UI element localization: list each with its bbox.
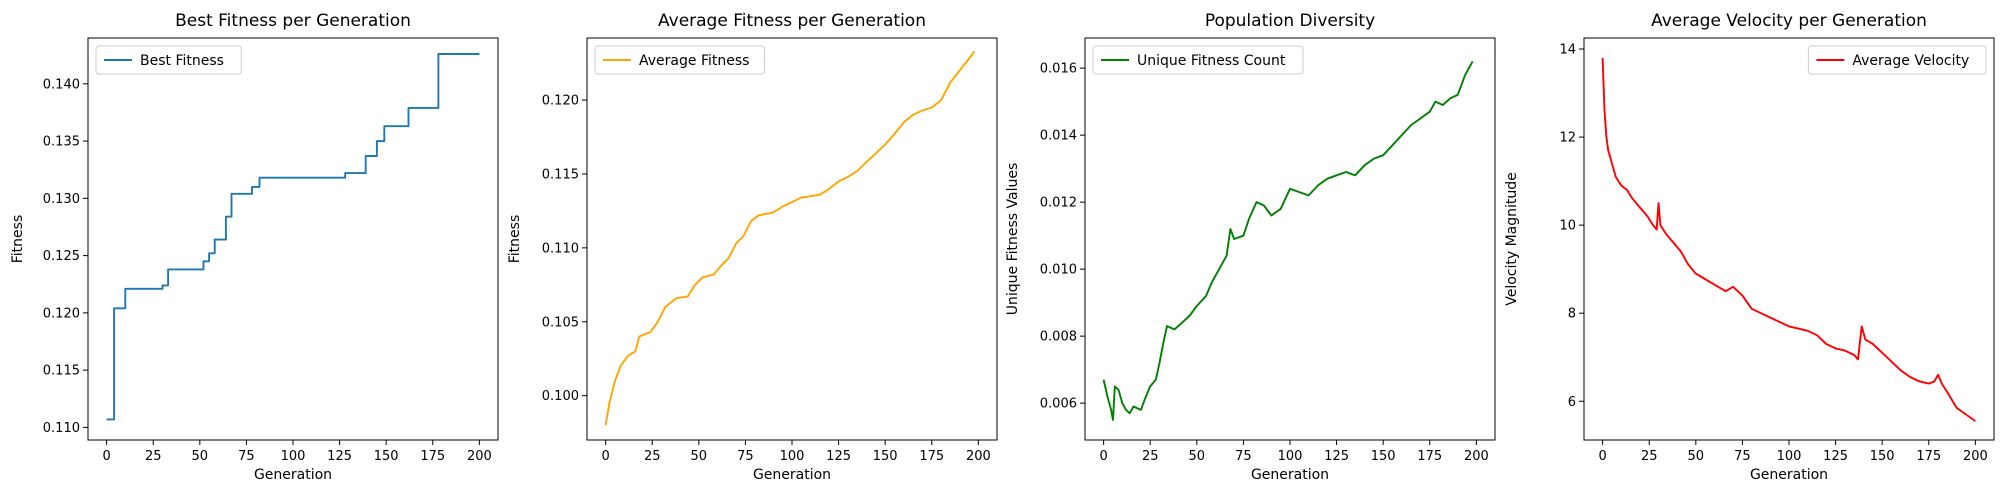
x-tick-label: 0 — [1598, 449, 1606, 464]
chart-3: 0 25 50 75 100 125 150 175 200 0.006 0.008 0.010 0.0… — [1005, 11, 1496, 483]
x-tick-label: 75 — [737, 449, 754, 464]
legend-label: Best Fitness — [140, 53, 224, 69]
y-tick-label: 0.100 — [542, 389, 579, 404]
x-tick-label: 200 — [467, 449, 492, 464]
x-tick-label: 75 — [238, 449, 255, 464]
x-tick-label: 125 — [327, 449, 352, 464]
x-tick-label: 200 — [1464, 449, 1489, 464]
chart-title: Average Fitness per Generation — [658, 11, 926, 31]
y-tick-label: 0.008 — [1040, 330, 1077, 345]
x-tick-label: 25 — [1142, 449, 1159, 464]
x-tick-label: 150 — [374, 449, 399, 464]
legend-label: Average Fitness — [639, 53, 749, 69]
x-tick-label: 175 — [420, 449, 445, 464]
y-tick-label: 0.120 — [542, 94, 579, 109]
chart-title: Population Diversity — [1205, 11, 1375, 31]
legend-box — [1092, 45, 1304, 75]
x-axis-label: Generation — [1750, 467, 1828, 483]
series-line-1 — [604, 50, 976, 426]
y-tick-label: 10 — [1559, 219, 1576, 234]
y-axis-label: Unique Fitness Values — [1005, 163, 1021, 316]
x-tick-label: 75 — [1734, 449, 1751, 464]
y-tick-label: 0.140 — [43, 77, 80, 92]
x-tick-label: 100 — [1777, 449, 1802, 464]
x-tick-label: 200 — [966, 449, 991, 464]
legend-label: Average Velocity — [1852, 53, 1969, 69]
x-axis-label: Generation — [753, 467, 831, 483]
x-tick-label: 50 — [691, 449, 708, 464]
y-tick-label: 0.125 — [43, 249, 80, 264]
y-tick-label: 0.006 — [1040, 397, 1077, 412]
chart-title: Average Velocity per Generation — [1651, 11, 1927, 31]
x-tick-label: 150 — [1870, 449, 1895, 464]
x-tick-label: 200 — [1963, 449, 1988, 464]
x-tick-label: 25 — [644, 449, 661, 464]
series-line-1 — [1601, 57, 1976, 422]
x-tick-label: 75 — [1235, 449, 1252, 464]
x-tick-label: 175 — [1916, 449, 1941, 464]
chart-title: Best Fitness per Generation — [175, 11, 411, 31]
x-tick-label: 175 — [919, 449, 944, 464]
x-axis-label: Generation — [254, 467, 332, 483]
y-axis-label: Fitness — [507, 215, 523, 264]
x-tick-label: 50 — [1189, 449, 1206, 464]
y-tick-label: 0.130 — [43, 192, 80, 207]
x-tick-label: 50 — [1688, 449, 1705, 464]
y-tick-label: 0.110 — [542, 241, 579, 256]
x-tick-label: 0 — [1099, 449, 1107, 464]
x-tick-label: 25 — [1641, 449, 1658, 464]
legend-box — [1807, 45, 1987, 75]
x-tick-label: 150 — [873, 449, 898, 464]
legend: Average Velocity — [1807, 45, 1987, 75]
series-line-1 — [106, 53, 480, 421]
legend: Unique Fitness Count — [1092, 45, 1304, 75]
x-tick-label: 125 — [826, 449, 851, 464]
x-tick-label: 125 — [1823, 449, 1848, 464]
x-tick-label: 50 — [192, 449, 209, 464]
y-tick-label: 0.014 — [1040, 129, 1077, 144]
x-tick-label: 100 — [281, 449, 306, 464]
y-tick-label: 0.012 — [1040, 196, 1077, 211]
series-line-1 — [1102, 60, 1474, 421]
x-tick-label: 150 — [1371, 449, 1396, 464]
x-axis-label: Generation — [1251, 467, 1329, 483]
y-tick-label: 0.120 — [43, 306, 80, 321]
y-tick-label: 14 — [1559, 43, 1576, 58]
x-tick-label: 100 — [780, 449, 805, 464]
legend-label: Unique Fitness Count — [1137, 53, 1286, 69]
chart-4: 0 25 50 75 100 125 150 175 200 6 8 10 12 14 Average Ve… — [1504, 11, 1995, 483]
y-tick-label: 0.105 — [542, 315, 579, 330]
y-axis-label: Fitness — [10, 215, 26, 264]
y-axis-label: Velocity Magnitude — [1504, 172, 1520, 306]
x-tick-label: 175 — [1417, 449, 1442, 464]
x-tick-label: 125 — [1324, 449, 1349, 464]
y-tick-label: 0.016 — [1040, 62, 1077, 77]
y-tick-label: 0.135 — [43, 135, 80, 150]
x-tick-label: 0 — [601, 449, 609, 464]
y-tick-label: 0.010 — [1040, 263, 1077, 278]
chart-1: 0 25 50 75 100 125 150 175 200 0.110 0.115 0.120 0.1… — [10, 11, 499, 483]
legend: Average Fitness — [594, 45, 765, 75]
chart-2: 0 25 50 75 100 125 150 175 200 0.100 0.105 0.110 0.1… — [507, 11, 998, 483]
legend: Best Fitness — [95, 45, 242, 75]
legend-box — [95, 45, 242, 75]
y-tick-label: 0.115 — [43, 364, 80, 379]
y-tick-label: 6 — [1568, 395, 1576, 410]
y-tick-label: 8 — [1568, 307, 1576, 322]
x-tick-label: 0 — [102, 449, 110, 464]
x-tick-label: 25 — [145, 449, 162, 464]
y-tick-label: 0.110 — [43, 421, 80, 436]
x-tick-label: 100 — [1278, 449, 1303, 464]
y-tick-label: 0.115 — [542, 167, 579, 182]
y-tick-label: 12 — [1559, 131, 1576, 146]
legend-box — [594, 45, 765, 75]
